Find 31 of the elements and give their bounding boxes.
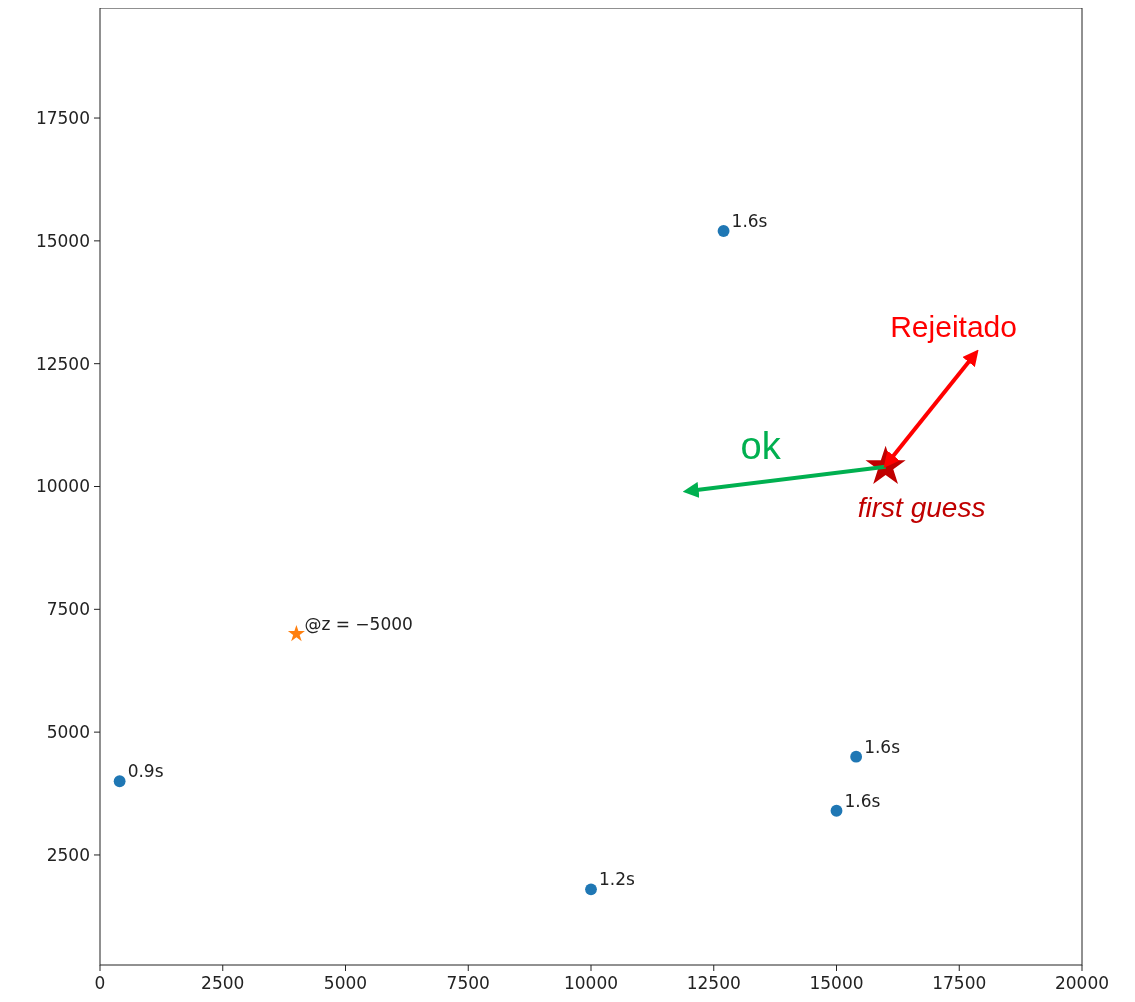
x-tick-label: 15000 <box>809 973 864 993</box>
annotation: Rejeitado <box>890 309 1017 343</box>
x-tick-label: 0 <box>94 973 106 993</box>
y-tick-label: 2500 <box>46 844 90 865</box>
annotation: first guess <box>857 491 986 523</box>
annotation: 1.6s <box>731 211 768 232</box>
x-tick-label: 7500 <box>446 973 490 993</box>
y-tick-label: 12500 <box>35 353 90 374</box>
x-tick-label: 10000 <box>563 973 619 993</box>
point <box>585 883 597 896</box>
y-tick-label: 10000 <box>35 476 90 497</box>
annotation: 1.6s <box>844 790 881 811</box>
annotation: @z = −5000 <box>304 613 413 634</box>
y-tick-label: 7500 <box>46 599 90 620</box>
annotation: ok <box>740 424 782 467</box>
y-tick-label: 15000 <box>35 230 90 251</box>
annotation: 1.2s <box>599 869 636 890</box>
annotation: 1.6s <box>864 736 901 757</box>
y-tick-label: 17500 <box>35 108 90 128</box>
point <box>830 804 843 817</box>
x-tick-label: 12500 <box>686 973 741 993</box>
x-tick-label: 17500 <box>932 973 987 993</box>
point <box>113 775 126 788</box>
y-tick-label: 5000 <box>46 722 90 743</box>
point <box>287 624 305 642</box>
point <box>850 750 863 763</box>
point <box>717 225 730 237</box>
annotation: 0.9s <box>127 761 164 782</box>
x-tick-label: 2500 <box>201 973 245 993</box>
x-tick-label: 20000 <box>1054 973 1110 993</box>
x-tick-label: 5000 <box>323 973 368 993</box>
